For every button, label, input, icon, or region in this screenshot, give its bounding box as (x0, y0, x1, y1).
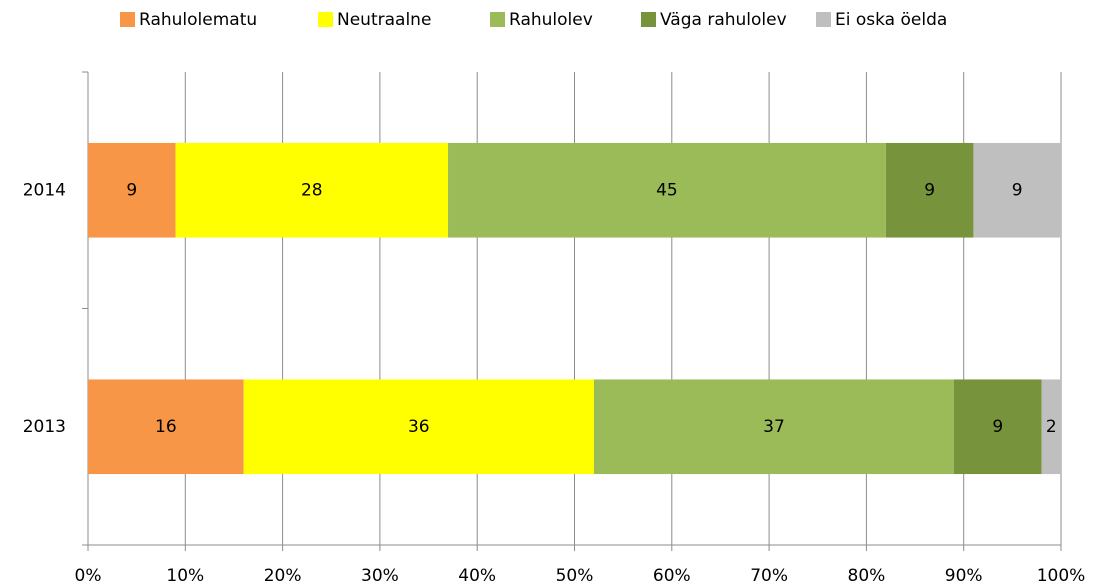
legend-swatch (490, 12, 505, 27)
data-label: 28 (301, 180, 323, 200)
x-tick-label: 70% (750, 566, 788, 586)
data-label: 9 (126, 180, 137, 200)
legend-label: Rahulolev (509, 10, 593, 30)
x-tick-label: 10% (166, 566, 204, 586)
data-label: 2 (1046, 417, 1057, 437)
bar-segment (885, 142, 974, 238)
x-tick-label: 60% (653, 566, 691, 586)
legend-swatch (120, 12, 135, 27)
legend-label: Väga rahulolev (660, 10, 787, 30)
bar-segment (593, 379, 954, 475)
bar-segment (88, 379, 244, 475)
legend-label: Neutraalne (337, 10, 431, 30)
x-tick-label: 20% (264, 566, 302, 586)
x-tick-label: 100% (1037, 566, 1086, 586)
data-label: 16 (155, 417, 177, 437)
data-label: 37 (763, 417, 785, 437)
bar-segment (1041, 379, 1061, 475)
y-tick-label: 2013 (23, 417, 66, 437)
legend-swatch (318, 12, 333, 27)
bar-segment (953, 379, 1042, 475)
x-tick-label: 30% (361, 566, 399, 586)
legend-swatch (816, 12, 831, 27)
data-label: 9 (992, 417, 1003, 437)
x-tick-label: 80% (848, 566, 886, 586)
bar-segment (973, 142, 1061, 238)
bar-segment (448, 142, 886, 238)
bar-segment (243, 379, 594, 475)
data-label: 36 (408, 417, 430, 437)
x-tick-label: 50% (556, 566, 594, 586)
bar-segment (88, 142, 176, 238)
legend-swatch (641, 12, 656, 27)
data-label: 45 (656, 180, 678, 200)
data-label: 9 (1012, 180, 1023, 200)
data-label: 9 (924, 180, 935, 200)
x-tick-label: 90% (945, 566, 983, 586)
bar-segment (175, 142, 449, 238)
y-tick-label: 2014 (23, 180, 66, 200)
x-tick-label: 40% (458, 566, 496, 586)
x-tick-label: 0% (75, 566, 102, 586)
legend-label: Ei oska öelda (835, 10, 947, 30)
legend-label: Rahulolematu (139, 10, 257, 30)
